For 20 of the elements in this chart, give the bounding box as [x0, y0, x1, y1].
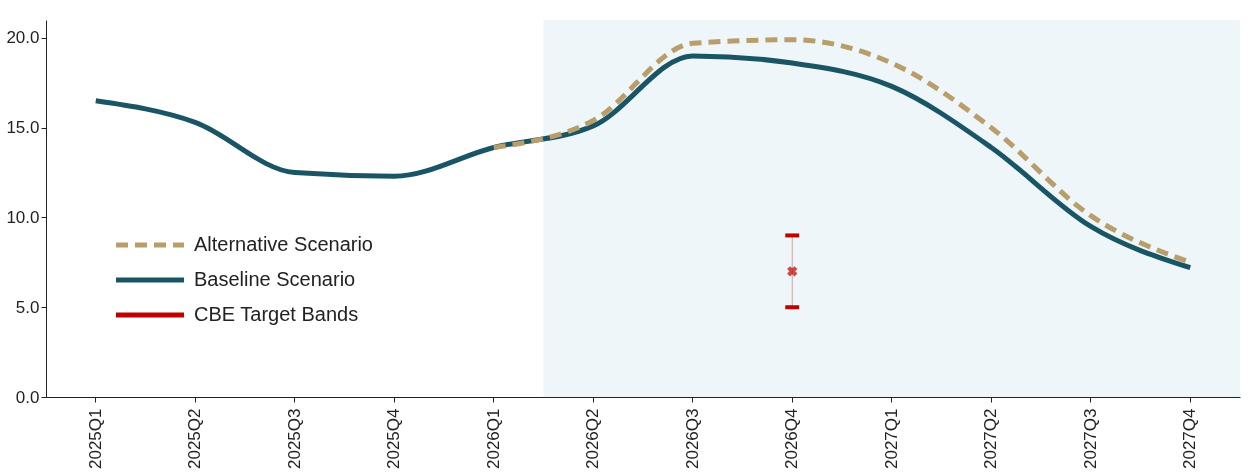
- legend-label: Baseline Scenario: [194, 268, 356, 290]
- y-tick-label: 15.0: [6, 118, 40, 138]
- x-tick-label: 2027Q1: [881, 408, 901, 469]
- x-tick-label: 2025Q4: [384, 408, 404, 469]
- y-tick-label: 10.0: [6, 207, 40, 227]
- y-tick-label: 0.0: [15, 387, 40, 407]
- x-tick-label: 2025Q1: [85, 408, 105, 469]
- x-tick-label: 2026Q4: [782, 408, 802, 469]
- x-tick-label: 2027Q4: [1180, 408, 1200, 469]
- x-tick-label: 2027Q3: [1080, 408, 1100, 469]
- x-tick-label: 2026Q1: [483, 408, 503, 469]
- y-tick-label: 5.0: [15, 297, 40, 317]
- x-tick-label: 2025Q2: [185, 408, 205, 469]
- x-tick-label: 2026Q3: [682, 408, 702, 469]
- x-tick-label: 2025Q3: [284, 408, 304, 469]
- x-tick-label: 2026Q2: [583, 408, 603, 469]
- y-tick-label: 20.0: [6, 28, 40, 48]
- legend-label: CBE Target Bands: [194, 303, 359, 325]
- x-tick-label: 2027Q2: [981, 408, 1001, 469]
- legend-label: Alternative Scenario: [194, 233, 373, 255]
